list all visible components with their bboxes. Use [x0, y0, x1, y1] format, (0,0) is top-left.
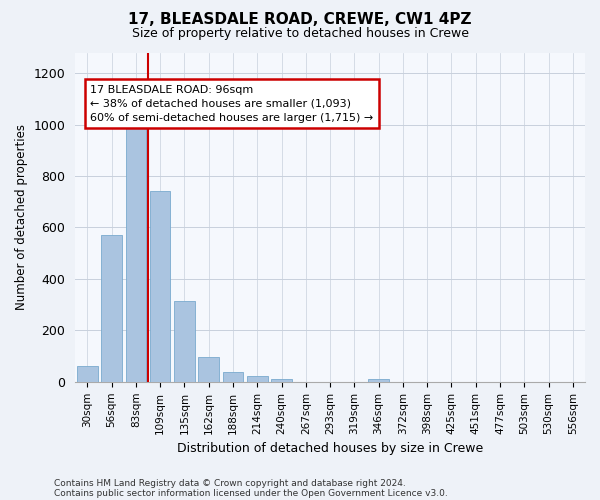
Bar	[271, 378, 292, 382]
Bar	[199, 358, 219, 382]
Text: Size of property relative to detached houses in Crewe: Size of property relative to detached ho…	[131, 28, 469, 40]
Bar	[174, 301, 195, 382]
X-axis label: Distribution of detached houses by size in Crewe: Distribution of detached houses by size …	[177, 442, 483, 455]
Bar	[125, 124, 146, 382]
Bar	[101, 235, 122, 382]
Bar	[368, 378, 389, 382]
Bar	[247, 376, 268, 382]
Text: Contains HM Land Registry data © Crown copyright and database right 2024.: Contains HM Land Registry data © Crown c…	[54, 478, 406, 488]
Bar	[223, 372, 243, 382]
Bar	[77, 366, 98, 382]
Bar	[150, 191, 170, 382]
Text: Contains public sector information licensed under the Open Government Licence v3: Contains public sector information licen…	[54, 488, 448, 498]
Text: 17 BLEASDALE ROAD: 96sqm
← 38% of detached houses are smaller (1,093)
60% of sem: 17 BLEASDALE ROAD: 96sqm ← 38% of detach…	[90, 84, 373, 122]
Y-axis label: Number of detached properties: Number of detached properties	[15, 124, 28, 310]
Text: 17, BLEASDALE ROAD, CREWE, CW1 4PZ: 17, BLEASDALE ROAD, CREWE, CW1 4PZ	[128, 12, 472, 28]
